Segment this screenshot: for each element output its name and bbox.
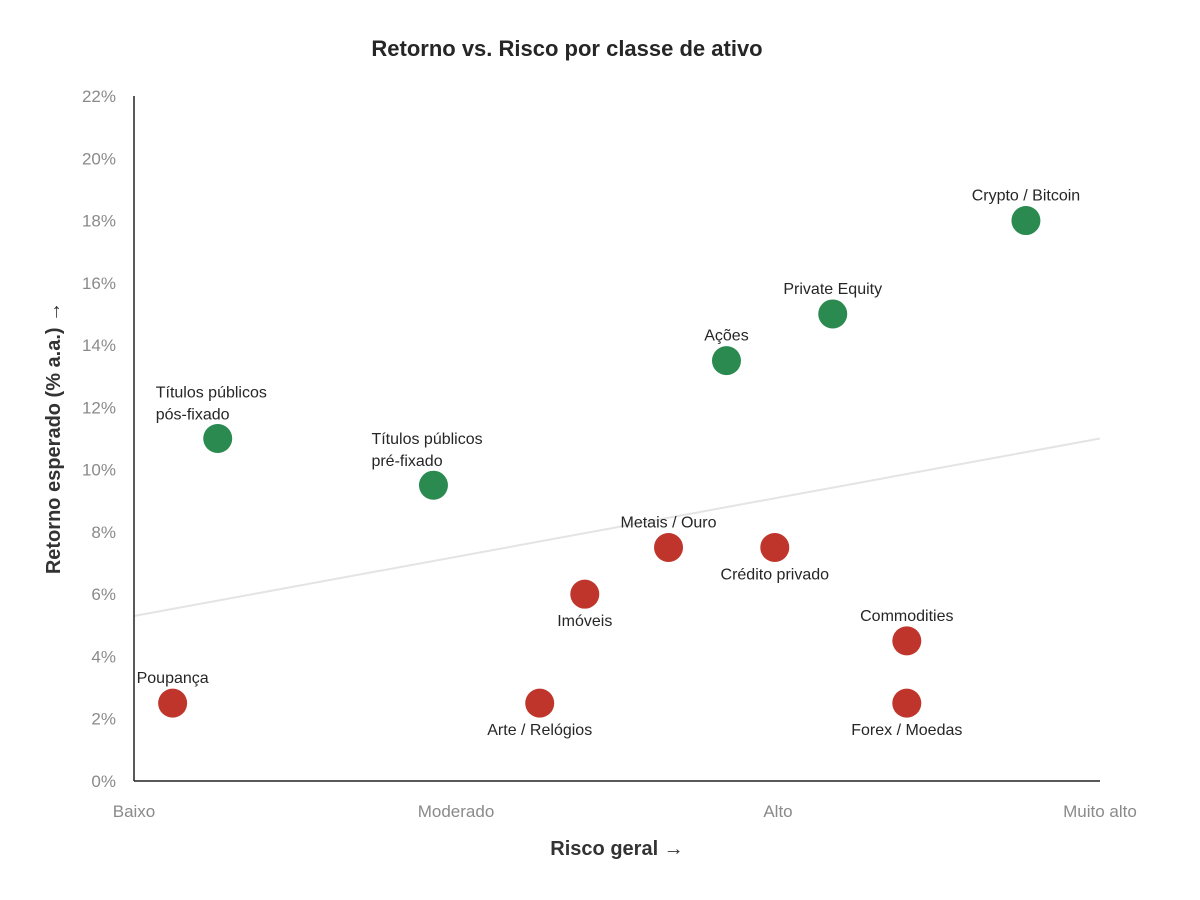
y-tick-label: 6% xyxy=(91,585,116,604)
data-point xyxy=(203,424,233,453)
data-point xyxy=(711,346,741,376)
y-tick-label: 2% xyxy=(91,710,116,729)
data-point xyxy=(818,299,848,329)
data-point xyxy=(892,626,922,656)
point-label: Títulos públicos xyxy=(371,431,482,448)
point-label: Poupança xyxy=(137,670,209,687)
y-tick-label: 0% xyxy=(91,772,116,791)
y-tick-label: 18% xyxy=(82,212,116,231)
tick-labels: 0% 2% 4% 6% 8% 10% 12% 14% 16% 18% 20% 22% Baixo Mode… xyxy=(82,87,1137,821)
point-label: pós-fixado xyxy=(156,407,230,424)
y-tick-label: 14% xyxy=(82,336,116,355)
point-label: Crypto / Bitcoin xyxy=(972,188,1080,205)
trend-line xyxy=(133,437,1101,617)
x-axis-title: Risco geral → xyxy=(550,838,683,860)
y-tick-label: 4% xyxy=(91,647,116,666)
point-label: Crédito privado xyxy=(721,566,830,583)
x-tick-label: Baixo xyxy=(113,802,156,821)
data-point xyxy=(1011,206,1041,236)
y-tick-label: 16% xyxy=(82,274,116,293)
y-tick-label: 10% xyxy=(82,461,116,480)
x-tick-label: Alto xyxy=(763,802,792,821)
chart-title: Retorno vs. Risco por classe de ativo xyxy=(371,36,762,61)
data-point xyxy=(654,532,684,562)
data-point xyxy=(892,688,922,718)
point-label: Forex / Moedas xyxy=(851,722,962,739)
y-tick-label: 12% xyxy=(82,398,116,417)
point-label: Ações xyxy=(704,328,748,345)
data-point xyxy=(418,470,448,500)
y-axis-title: Retorno esperado (% a.a.) → xyxy=(43,302,65,574)
data-point xyxy=(158,688,188,718)
point-label: Imóveis xyxy=(557,613,612,630)
data-points xyxy=(158,206,1041,718)
y-tick-label: 22% xyxy=(82,87,116,106)
axes xyxy=(133,96,1100,782)
data-point xyxy=(525,688,555,718)
trend-line-layer xyxy=(133,437,1101,617)
point-label: pré-fixado xyxy=(371,453,442,470)
x-tick-label: Moderado xyxy=(418,802,495,821)
point-label: Commodities xyxy=(860,608,953,625)
point-labels: Poupança Títulos públicos pós-fixado Título… xyxy=(137,188,1081,740)
data-point xyxy=(760,532,790,562)
point-label: Títulos públicos xyxy=(156,385,267,402)
x-tick-label: Muito alto xyxy=(1063,802,1137,821)
data-point xyxy=(570,579,600,609)
y-tick-label: 8% xyxy=(91,523,116,542)
point-label: Private Equity xyxy=(783,281,882,298)
y-tick-label: 20% xyxy=(82,149,116,168)
point-label: Metais / Ouro xyxy=(621,514,717,531)
point-label: Arte / Relógios xyxy=(487,722,592,739)
